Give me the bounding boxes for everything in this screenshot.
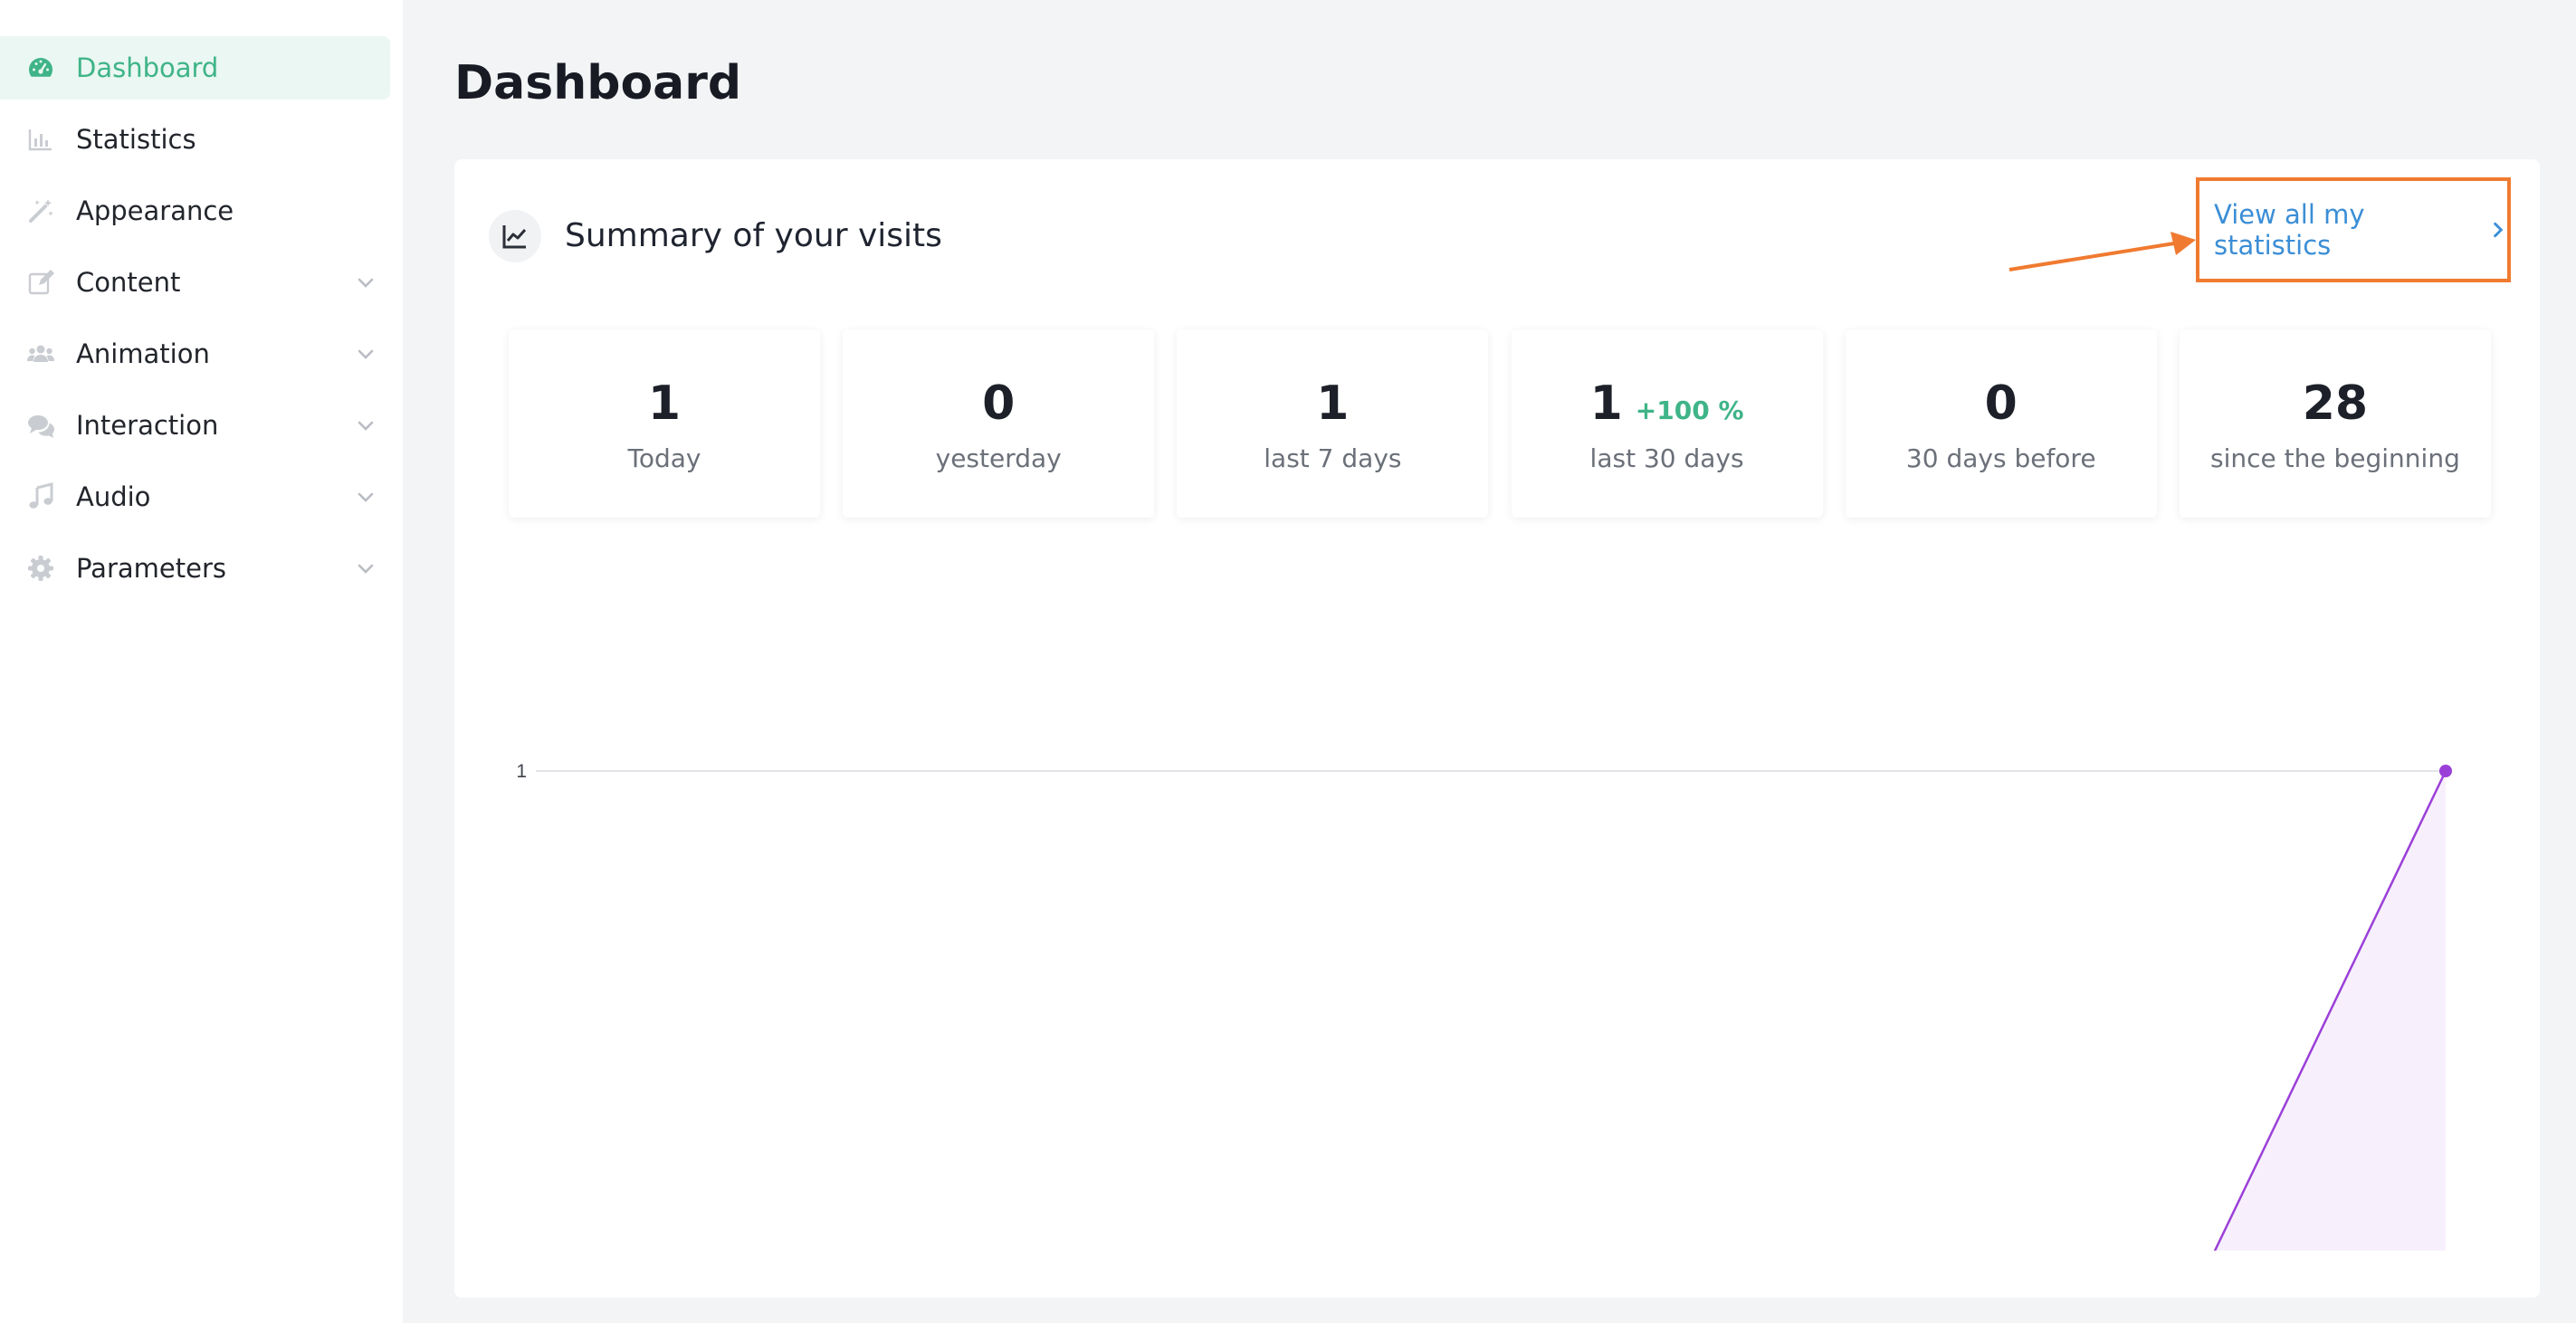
sidebar-item-content[interactable]: Content (0, 251, 390, 314)
chevron-down-icon[interactable] (356, 344, 376, 364)
data-point (2439, 765, 2452, 777)
view-all-statistics-label: View all my statistics (2214, 199, 2365, 261)
stat-value: 28 (2302, 376, 2369, 431)
stat-today: 1 Today (509, 329, 820, 518)
stat-label: last 30 days (1589, 443, 1744, 473)
stat-30-days-before: 0 30 days before (1845, 329, 2157, 518)
sidebar-item-label: Animation (76, 338, 210, 369)
magic-wand-icon (25, 195, 56, 226)
chevron-down-icon[interactable] (356, 272, 376, 292)
page-title: Dashboard (454, 56, 742, 110)
series-area (2180, 771, 2446, 1323)
sidebar-item-label: Content (76, 267, 181, 298)
visits-chart: 012022-12-202022-12-212022-12-222022-12-… (472, 563, 2522, 1323)
y-tick-label: 1 (516, 761, 527, 782)
stat-value: 1 (647, 376, 682, 431)
sidebar-item-label: Parameters (76, 553, 226, 584)
visits-chart-svg: 012022-12-202022-12-212022-12-222022-12-… (516, 761, 2452, 1323)
bar-chart-icon (25, 124, 56, 155)
card-title: Summary of your visits (565, 217, 942, 254)
stat-value: 0 (1984, 376, 2018, 431)
chevron-down-icon[interactable] (356, 487, 376, 507)
sidebar-item-dashboard[interactable]: Dashboard (0, 36, 390, 100)
chat-bubbles-icon (25, 410, 56, 441)
sidebar-item-animation[interactable]: Animation (0, 322, 390, 385)
sidebar-item-parameters[interactable]: Parameters (0, 537, 390, 600)
annotation-arrow (2008, 232, 2196, 271)
stat-last-7-days: 1 last 7 days (1177, 329, 1489, 518)
stat-label: since the beginning (2210, 443, 2460, 473)
users-icon (25, 338, 56, 369)
series-line (2179, 770, 2447, 1323)
sidebar-item-label: Appearance (76, 195, 234, 226)
chevron-right-icon (2494, 222, 2504, 238)
view-all-statistics-link[interactable]: View all my statistics (2196, 177, 2511, 282)
sidebar: Dashboard Statistics Appearance Content (0, 0, 403, 1323)
sidebar-item-interaction[interactable]: Interaction (0, 394, 390, 457)
stat-label: yesterday (935, 443, 1062, 473)
sidebar-item-appearance[interactable]: Appearance (0, 179, 390, 243)
sidebar-item-label: Statistics (76, 124, 196, 155)
chevron-down-icon[interactable] (356, 558, 376, 578)
sidebar-item-label: Dashboard (76, 52, 219, 83)
music-note-icon (25, 481, 56, 512)
gear-icon (25, 553, 56, 584)
stat-value: 0 (982, 376, 1016, 431)
sidebar-item-statistics[interactable]: Statistics (0, 108, 390, 171)
line-chart-icon (489, 210, 541, 262)
stat-value: 1 (1316, 376, 1350, 431)
sidebar-item-audio[interactable]: Audio (0, 465, 390, 528)
chevron-down-icon[interactable] (356, 415, 376, 435)
stat-label: Today (627, 443, 701, 473)
dashboard-gauge-icon (25, 52, 56, 83)
stat-label: last 7 days (1264, 443, 1402, 473)
sidebar-item-label: Audio (76, 481, 151, 512)
sidebar-item-label: Interaction (76, 410, 219, 441)
edit-icon (25, 267, 56, 298)
visits-summary-card: Summary of your visits View all my stati… (454, 159, 2540, 1323)
stat-last-30-days: 1 +100 % last 30 days (1511, 329, 1823, 518)
stat-label: 30 days before (1905, 443, 2096, 473)
stat-delta-badge: +100 % (1635, 395, 1744, 425)
stats-row: 1 Today 0 yesterday 1 last 7 days 1 +100 (509, 329, 2491, 518)
stat-since-beginning: 28 since the beginning (2179, 329, 2491, 518)
stat-yesterday: 0 yesterday (843, 329, 1155, 518)
stat-value: 1 (1589, 376, 1623, 431)
